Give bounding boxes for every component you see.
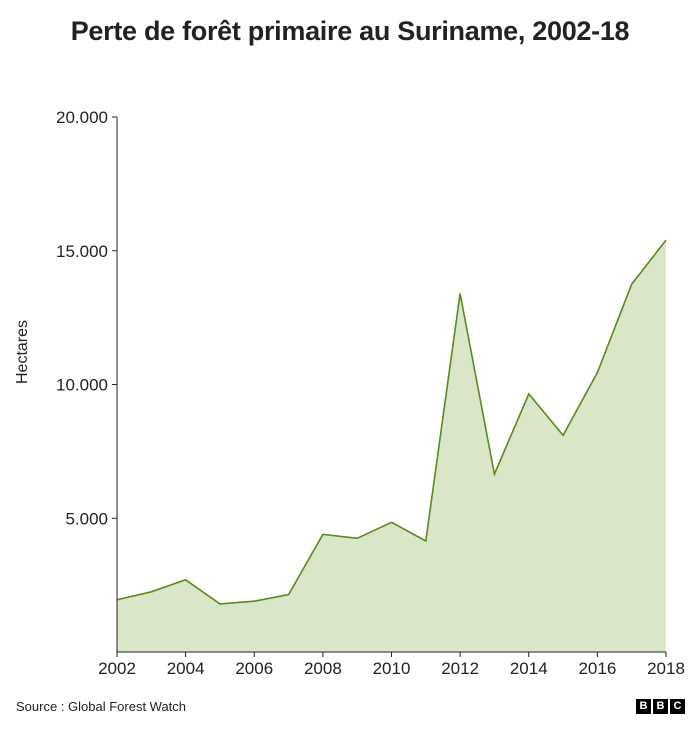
y-axis-label: Hectares: [14, 319, 31, 384]
x-tick-label: 2014: [510, 659, 548, 678]
bbc-logo: B B C: [636, 699, 685, 714]
x-tick-label: 2002: [98, 659, 136, 678]
logo-letter: B: [636, 699, 651, 714]
logo-letter: C: [670, 699, 685, 714]
x-tick-label: 2010: [373, 659, 411, 678]
y-tick-label: 5.000: [65, 509, 108, 528]
x-axis: 2002 2004 2006 2008 2010 2012 2014 2016 2018: [98, 651, 685, 678]
area-fill: [117, 240, 666, 652]
logo-letter: B: [653, 699, 668, 714]
area-chart: 5.000 10.000 15.000 20.000 2002 2004 2006 2008…: [56, 108, 685, 678]
x-tick-label: 2012: [441, 659, 479, 678]
chart-title: Perte de forêt primaire au Suriname, 200…: [70, 16, 630, 46]
x-tick-label: 2008: [304, 659, 342, 678]
y-tick-label: 20.000: [56, 108, 108, 127]
y-axis: 5.000 10.000 15.000 20.000: [56, 108, 118, 652]
y-tick-label: 10.000: [56, 376, 108, 395]
y-tick-label: 15.000: [56, 242, 108, 261]
x-tick-label: 2018: [647, 659, 685, 678]
source-note: Source : Global Forest Watch: [16, 699, 187, 714]
x-tick-label: 2006: [235, 659, 273, 678]
x-tick-label: 2004: [167, 659, 205, 678]
data-line: [116, 239, 667, 605]
x-tick-label: 2016: [578, 659, 616, 678]
